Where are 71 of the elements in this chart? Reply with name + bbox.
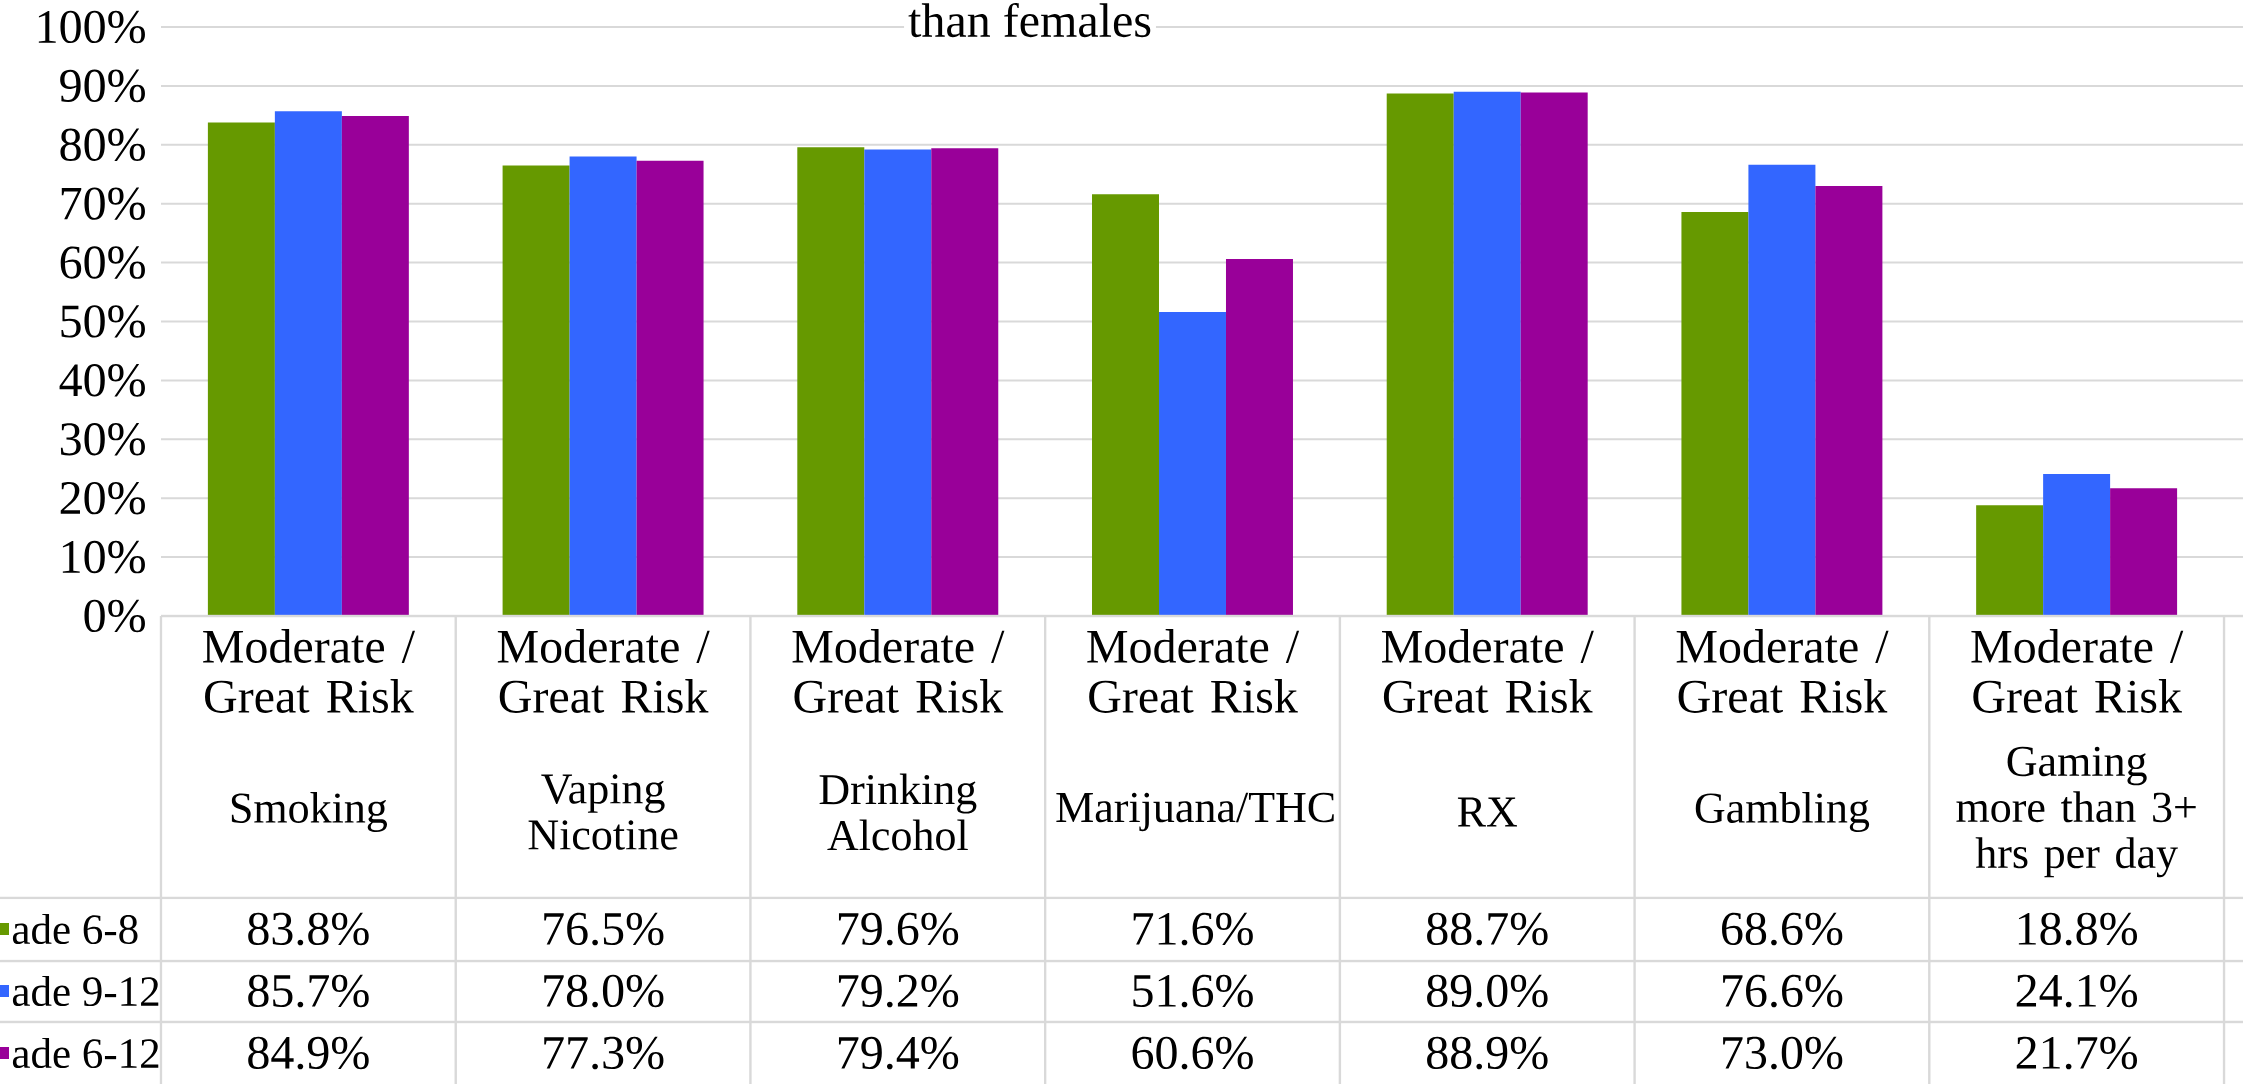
legend-label: ade 6-8 bbox=[12, 913, 138, 945]
text: Moderate / Great Risk bbox=[1381, 629, 1594, 713]
x-tick-label: Drinking Alcohol bbox=[819, 773, 977, 851]
bar bbox=[569, 156, 637, 616]
data-label: 84.9% bbox=[248, 1036, 369, 1070]
bar bbox=[1681, 211, 1749, 616]
bar bbox=[1386, 93, 1454, 616]
x-tick-label: Gambling bbox=[1695, 792, 1870, 833]
y-tick-label: 50% bbox=[61, 305, 145, 338]
y-tick-label: 80% bbox=[60, 128, 145, 162]
data-label: 88.9% bbox=[1427, 1036, 1548, 1070]
legend-label: ade 9-12 bbox=[12, 975, 159, 1007]
bar bbox=[1225, 259, 1293, 616]
y-tick-label: 10% bbox=[62, 540, 145, 574]
data-label: 21.7% bbox=[2016, 1036, 2137, 1070]
data-label: 85.7% bbox=[248, 974, 369, 1008]
text: Moderate / Great Risk bbox=[497, 629, 710, 713]
bar bbox=[1092, 194, 1159, 616]
data-label: 78.0% bbox=[544, 974, 664, 1008]
data-label: 79.2% bbox=[838, 974, 959, 1008]
data-label: 18.8% bbox=[2018, 912, 2137, 946]
x-tick-label: Marijuana/THC bbox=[1056, 792, 1334, 832]
y-tick-label: 20% bbox=[60, 481, 145, 515]
legend-label: ade 6-12 bbox=[12, 1037, 159, 1069]
chart-title: than females bbox=[908, 2, 1151, 38]
bar bbox=[797, 147, 865, 616]
bar bbox=[207, 122, 275, 616]
data-label: 88.7% bbox=[1427, 912, 1548, 946]
data-label: 71.6% bbox=[1133, 912, 1253, 946]
data-label: 51.6% bbox=[1133, 974, 1253, 1008]
bar bbox=[502, 165, 570, 616]
data-label: 73.0% bbox=[1723, 1036, 1843, 1070]
text: Moderate / Great Risk bbox=[203, 629, 415, 713]
y-tick-label: 0% bbox=[84, 599, 145, 633]
x-tick-label: RX bbox=[1457, 797, 1518, 827]
x-tick-label: Gaming more than 3+ hrs per day bbox=[1956, 746, 2196, 878]
bar bbox=[1815, 186, 1883, 616]
bar bbox=[341, 115, 409, 616]
y-tick-label: 70% bbox=[61, 187, 145, 220]
x-tick-label: Smoking bbox=[231, 792, 388, 833]
data-label: 68.6% bbox=[1722, 912, 1843, 946]
data-label: 83.8% bbox=[248, 912, 369, 946]
data-label: 89.0% bbox=[1427, 974, 1548, 1008]
y-tick-label: 60% bbox=[60, 246, 145, 279]
text: Moderate / Great Risk bbox=[1971, 629, 2184, 713]
y-tick-label: 100% bbox=[38, 10, 145, 44]
bar bbox=[864, 149, 932, 616]
data-label: 24.1% bbox=[2016, 974, 2137, 1008]
y-tick-label: 40% bbox=[59, 364, 145, 397]
text: Moderate / Great Risk bbox=[1087, 629, 1300, 713]
bar bbox=[931, 148, 999, 616]
bar bbox=[1748, 164, 1816, 616]
bar bbox=[1159, 312, 1226, 616]
text: Moderate / Great Risk bbox=[792, 629, 1005, 713]
data-label: 76.6% bbox=[1723, 974, 1843, 1008]
text: Moderate / Great Risk bbox=[1676, 629, 1889, 713]
data-label: 79.4% bbox=[838, 1036, 959, 1070]
y-tick-label: 30% bbox=[60, 423, 145, 456]
bar bbox=[1520, 92, 1588, 616]
x-tick-label: Vaping Nicotine bbox=[528, 774, 678, 850]
data-label: 76.5% bbox=[544, 912, 664, 946]
bar bbox=[636, 160, 704, 616]
data-label: 60.6% bbox=[1132, 1036, 1253, 1070]
bar bbox=[1976, 505, 2044, 616]
bar bbox=[274, 111, 342, 616]
bar bbox=[1453, 91, 1521, 616]
y-tick-label: 90% bbox=[60, 69, 145, 103]
data-label: 79.6% bbox=[838, 912, 959, 946]
bar bbox=[2110, 488, 2178, 616]
data-label: 77.3% bbox=[544, 1036, 664, 1070]
bar bbox=[2043, 474, 2111, 616]
